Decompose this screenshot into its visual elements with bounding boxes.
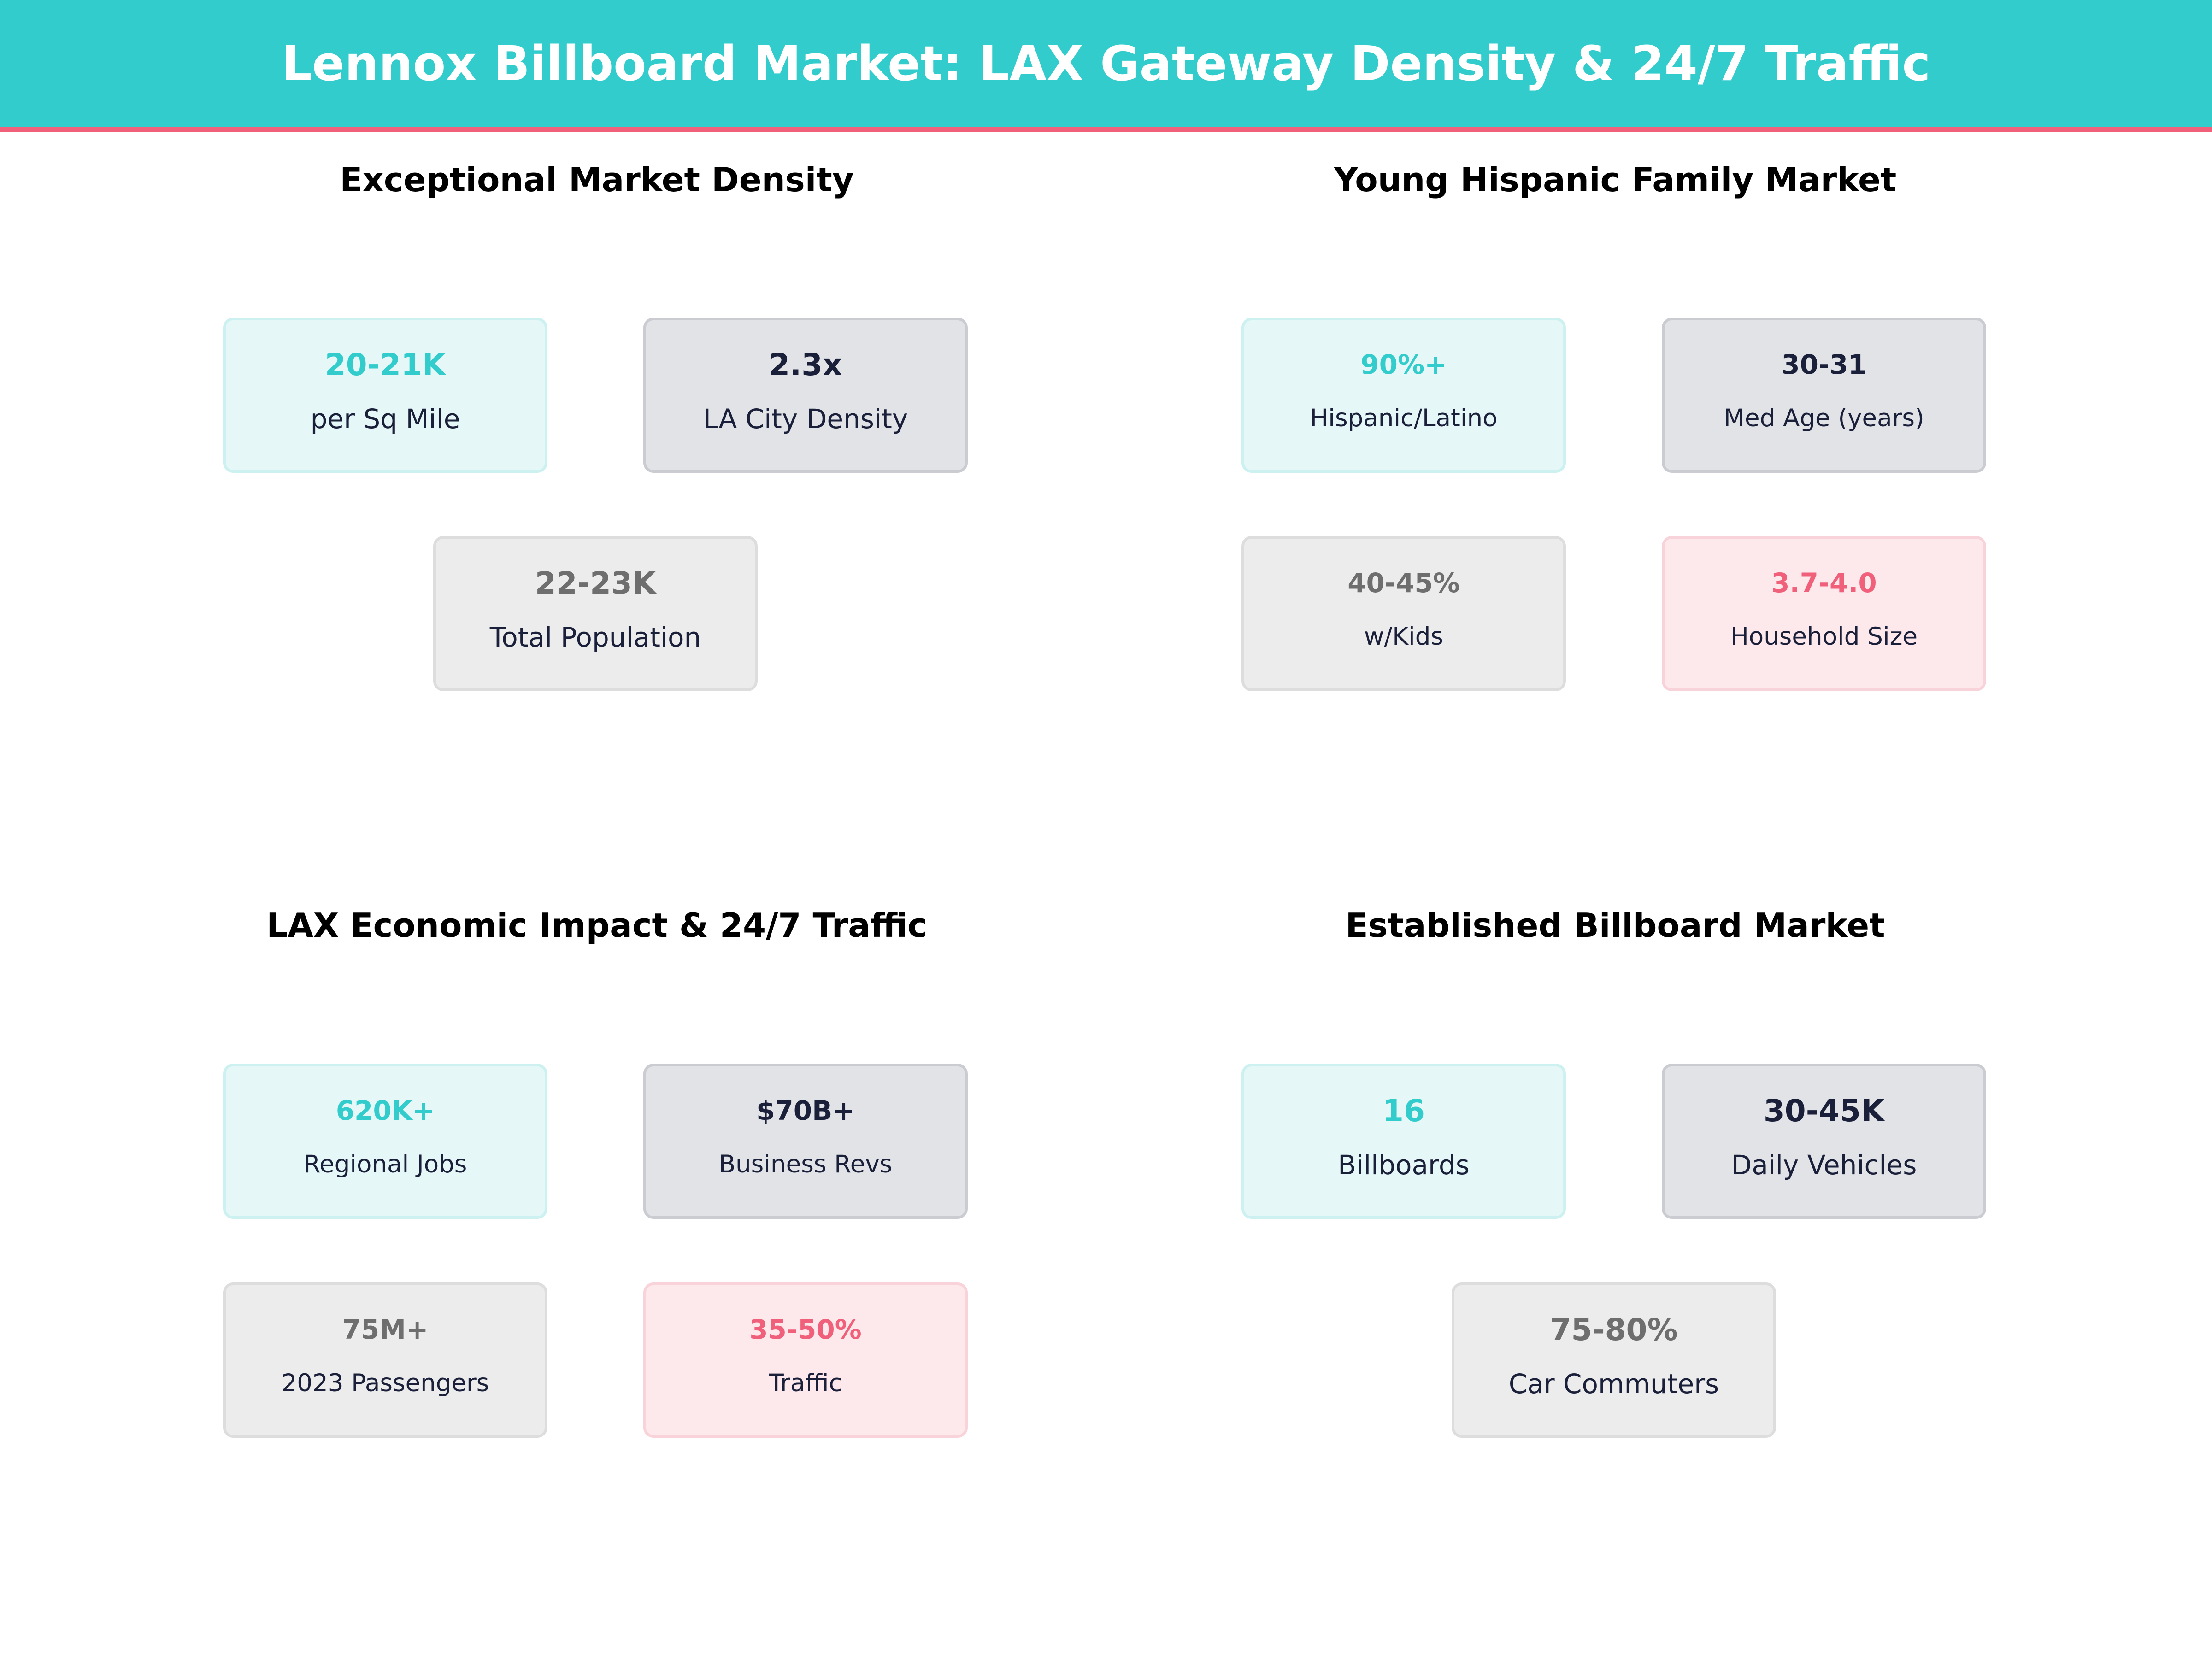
panel-title: Exceptional Market Density — [340, 160, 854, 199]
metric-value: 22-23K — [535, 565, 656, 601]
metric-label: Billboards — [1338, 1149, 1470, 1181]
metric-label: Med Age (years) — [1724, 404, 1924, 432]
metric-card: 22-23K Total Population — [433, 536, 758, 691]
panel-title: LAX Economic Impact & 24/7 Traffic — [266, 906, 927, 945]
panel-title: Established Billboard Market — [1345, 906, 1885, 945]
metric-value: 40-45% — [1347, 567, 1460, 599]
metric-value: 2.3x — [769, 347, 842, 382]
metric-card: 35-50% Traffic — [643, 1282, 968, 1438]
metric-value: 20-21K — [324, 347, 446, 382]
metric-card: $70B+ Business Revs — [643, 1064, 968, 1219]
metric-label: Regional Jobs — [303, 1150, 467, 1178]
metric-card: 30-31 Med Age (years) — [1662, 318, 1986, 473]
metric-label: 2023 Passengers — [281, 1369, 489, 1397]
metric-value: 16 — [1382, 1093, 1425, 1129]
metric-card: 16 Billboards — [1241, 1064, 1566, 1219]
metric-card: 2.3x LA City Density — [643, 318, 968, 473]
metric-card: 30-45K Daily Vehicles — [1662, 1064, 1986, 1219]
page-title: Lennox Billboard Market: LAX Gateway Den… — [281, 35, 1931, 92]
metric-label: LA City Density — [703, 403, 908, 435]
header-banner: Lennox Billboard Market: LAX Gateway Den… — [0, 0, 2212, 132]
metric-card: 90%+ Hispanic/Latino — [1241, 318, 1566, 473]
metric-label: Business Revs — [718, 1150, 893, 1178]
metric-card: 620K+ Regional Jobs — [223, 1064, 547, 1219]
metric-card: 75-80% Car Commuters — [1452, 1282, 1776, 1438]
panel-title: Young Hispanic Family Market — [1334, 160, 1897, 199]
metric-label: Hispanic/Latino — [1310, 404, 1498, 432]
metric-card: 75M+ 2023 Passengers — [223, 1282, 547, 1438]
metric-label: Car Commuters — [1508, 1368, 1719, 1400]
metric-value: 90%+ — [1360, 349, 1447, 380]
metric-card: 3.7-4.0 Household Size — [1662, 536, 1986, 691]
metric-value: 30-31 — [1781, 349, 1867, 380]
metric-value: 35-50% — [749, 1314, 862, 1345]
metric-card: 40-45% w/Kids — [1241, 536, 1566, 691]
metric-value: 620K+ — [335, 1095, 435, 1126]
metric-label: per Sq Mile — [310, 403, 460, 435]
metric-label: w/Kids — [1364, 623, 1443, 651]
metric-value: 30-45K — [1763, 1093, 1885, 1129]
metric-label: Daily Vehicles — [1731, 1149, 1917, 1181]
metric-label: Total Population — [489, 622, 701, 653]
metric-value: 75M+ — [342, 1314, 429, 1345]
metric-value: $70B+ — [756, 1095, 855, 1126]
metric-label: Household Size — [1730, 623, 1918, 651]
metric-value: 3.7-4.0 — [1771, 567, 1877, 599]
metric-card: 20-21K per Sq Mile — [223, 318, 547, 473]
metric-label: Traffic — [769, 1369, 842, 1397]
metric-value: 75-80% — [1550, 1312, 1678, 1347]
